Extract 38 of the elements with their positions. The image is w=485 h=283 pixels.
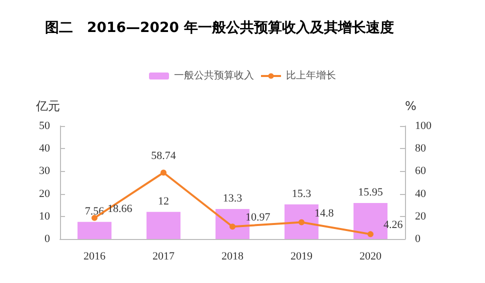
point (368, 231, 374, 238)
y2-tick-label: 40 (415, 188, 426, 200)
legend-label: 比上年增长 (286, 70, 336, 82)
y-axis-title: 亿元 (35, 99, 60, 113)
y-tick-label: 30 (39, 165, 50, 178)
data-label: 10.97 (246, 212, 271, 224)
y-tick-label: 50 (39, 120, 50, 132)
y2-tick-label: 80 (415, 142, 426, 155)
y2-tick-label: 0 (415, 233, 421, 245)
y-tick-label: 20 (39, 188, 50, 200)
data-label: 15.3 (292, 188, 312, 200)
point (160, 170, 166, 176)
point (298, 219, 304, 226)
y-tick-label: 10 (39, 210, 50, 222)
y-tick-label: 40 (39, 142, 50, 155)
x-tick-label: 2020 (360, 250, 382, 262)
data-label: 12 (158, 195, 169, 208)
chart-title: 图二 2016—2020 年一般公共预算收入及其增长速度 (45, 19, 394, 36)
data-label: 58.74 (151, 150, 176, 162)
x-tick-label: 2016 (84, 250, 106, 262)
point (92, 214, 98, 221)
data-label: 18.66 (108, 202, 133, 215)
y2-axis-title: % (405, 99, 416, 113)
point (230, 224, 236, 230)
legend-label: 一般公共预算收入 (174, 70, 254, 82)
y2-tick-label: 20 (415, 210, 426, 222)
y2-tick-label: 100 (415, 120, 432, 132)
bar (146, 212, 180, 239)
y-tick-label: 0 (44, 233, 50, 245)
data-label: 15.95 (358, 186, 384, 198)
x-tick-label: 2017 (152, 250, 175, 262)
bar (78, 222, 112, 239)
x-tick-label: 2018 (222, 250, 244, 262)
x-tick-label: 2019 (290, 250, 313, 262)
data-label: 14.8 (314, 207, 334, 220)
data-label: 4.26 (384, 219, 404, 232)
data-label: 13.3 (222, 192, 243, 204)
y2-tick-label: 60 (415, 165, 426, 178)
